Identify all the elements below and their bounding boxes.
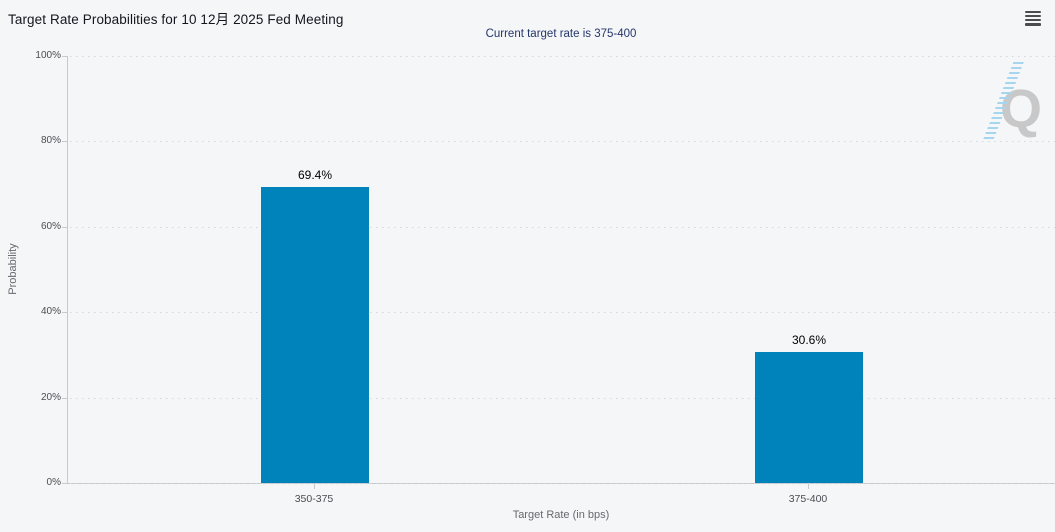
y-gridline [70,398,1055,399]
y-tick-label: 60% [40,221,61,232]
chart-subtitle: Current target rate is 375-400 [485,28,637,40]
x-tick-label: 350-375 [294,493,334,505]
hamburger-menu-icon [1022,10,1044,26]
y-tick-label: 40% [40,306,61,317]
chart-title: Target Rate Probabilities for 10 12月 202… [8,12,344,27]
y-gridline [70,227,1055,228]
y-tick-mark [62,483,67,484]
y-tick-mark [62,227,67,228]
bar-value-label: 30.6% [791,333,827,347]
y-tick-mark [62,141,67,142]
probability-bar[interactable] [261,187,369,483]
y-tick-mark [62,312,67,313]
y-gridline [70,483,1055,484]
y-gridline [70,312,1055,313]
quikstrike-stripes-icon [982,62,1024,142]
y-gridline [70,56,1055,57]
quikstrike-watermark: Q [974,58,1044,146]
probability-bar[interactable] [755,352,863,483]
bar-value-label: 69.4% [297,168,333,182]
x-tick-label: 375-400 [788,493,828,505]
y-tick-label: 0% [46,477,61,488]
x-tick-mark [808,484,809,489]
x-tick-mark [314,484,315,489]
y-tick-mark [62,398,67,399]
y-tick-mark [62,56,67,57]
y-tick-label: 80% [40,135,61,146]
x-axis-title: Target Rate (in bps) [512,509,610,521]
plot-area: Q 69.4% 30.6% [62,56,1055,484]
y-gridline [70,141,1055,142]
quikstrike-q-letter: Q [999,79,1042,139]
chart-menu-button[interactable] [1022,9,1044,29]
y-tick-label: 100% [35,50,61,61]
y-tick-label: 20% [40,392,61,403]
